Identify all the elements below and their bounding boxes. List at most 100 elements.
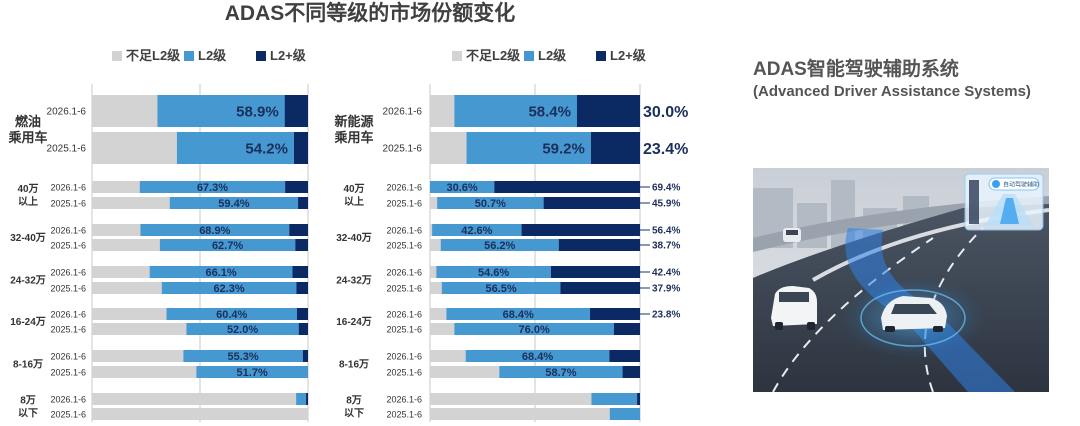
bar-value-label: 59.4%: [218, 198, 249, 210]
legend-label: L2级: [538, 48, 567, 63]
bar-value-label: 54.6%: [478, 267, 509, 279]
bar-segment-l2plus: [543, 197, 640, 209]
category-label: 燃油: [15, 114, 41, 129]
bar-value-label: 62.3%: [213, 283, 244, 295]
bar-segment-l2: [140, 224, 290, 236]
bar-value-label: 60.4%: [216, 309, 247, 321]
category-label: 32-40万: [336, 232, 372, 244]
bar-segment-l2plus: [306, 393, 308, 405]
bar-segment-below-l2: [430, 95, 455, 127]
bar-segment-below-l2: [92, 308, 167, 320]
category-label: 以下: [18, 408, 38, 420]
bar-segment-below-l2: [430, 350, 466, 362]
bar-segment-l2: [183, 350, 303, 362]
period-label: 2026.1-6: [386, 183, 422, 193]
category-label: 8-16万: [339, 359, 369, 371]
side-panel-title: ADAS智能驾驶辅助系统: [753, 59, 959, 80]
category-label: 32-40万: [10, 232, 46, 244]
bar-segment-l2plus: [560, 282, 640, 294]
l2plus-value-label: 56.4%: [652, 226, 680, 237]
category-label: 40万: [17, 183, 38, 195]
bar-segment-below-l2: [430, 266, 437, 278]
bar-value-label: 51.7%: [237, 367, 268, 379]
legend-swatch: [524, 51, 534, 61]
period-label: 2025.1-6: [386, 241, 422, 251]
legend-swatch: [184, 51, 194, 61]
category-label: 以下: [344, 408, 364, 420]
side-panel-subtitle: (Advanced Driver Assistance Systems): [753, 83, 1031, 100]
bar-value-label: 30.6%: [447, 182, 478, 194]
bar-value-label: 42.6%: [461, 225, 492, 237]
category-label: 新能源: [334, 114, 373, 129]
bar-segment-l2plus: [296, 282, 308, 294]
bar-segment-l2: [441, 282, 561, 294]
l2plus-value-label: 42.4%: [652, 268, 680, 279]
bar-value-label: 68.4%: [522, 351, 553, 363]
bar-segment-below-l2: [92, 132, 177, 164]
scene-sensor-ring: [860, 289, 966, 347]
bar-segment-below-l2: [430, 197, 438, 209]
bar-segment-below-l2: [92, 408, 308, 420]
period-label: 2025.1-6: [383, 144, 423, 155]
period-label: 2026.1-6: [386, 352, 422, 362]
bar-value-label: 56.5%: [485, 283, 516, 295]
suv-car-icon: [771, 286, 817, 330]
l2plus-value-label: 38.7%: [652, 241, 680, 252]
period-label: 2025.1-6: [386, 199, 422, 209]
bar-value-label: 50.7%: [475, 198, 506, 210]
bar-segment-below-l2: [430, 393, 592, 405]
category-label: 乘用车: [7, 130, 47, 145]
bar-segment-below-l2: [92, 239, 160, 251]
category-label: 乘用车: [333, 130, 373, 145]
bar-segment-below-l2: [92, 181, 140, 193]
period-label: 2026.1-6: [50, 310, 86, 320]
bar-segment-l2: [159, 239, 296, 251]
bar-segment-below-l2: [92, 323, 187, 335]
bar-segment-l2: [296, 393, 307, 405]
bar-segment-below-l2: [430, 282, 442, 294]
bar-segment-l2plus: [590, 308, 640, 320]
bar-segment-l2: [149, 266, 293, 278]
bar-value-label: 59.2%: [542, 140, 585, 157]
hud-panel: 自动驾驶辅助: [964, 173, 1044, 231]
period-label: 2025.1-6: [386, 284, 422, 294]
period-label: 2026.1-6: [50, 395, 86, 405]
bar-segment-l2plus: [577, 95, 640, 127]
bar-segment-l2plus: [494, 181, 640, 193]
category-label: 8万: [346, 395, 362, 407]
bar-value-label: 68.4%: [503, 309, 534, 321]
bar-value-label: 55.3%: [227, 351, 258, 363]
bar-segment-l2plus: [295, 239, 308, 251]
bar-segment-l2: [454, 323, 614, 335]
bar-segment-l2plus: [285, 181, 308, 193]
period-label: 2026.1-6: [50, 268, 86, 278]
period-label: 2026.1-6: [386, 226, 422, 236]
period-label: 2025.1-6: [50, 325, 86, 335]
bar-segment-l2: [466, 132, 591, 164]
bar-segment-l2: [609, 408, 640, 420]
period-label: 2026.1-6: [386, 310, 422, 320]
period-label: 2025.1-6: [50, 410, 86, 420]
legend-swatch: [112, 51, 122, 61]
bar-value-label: 58.9%: [236, 103, 279, 120]
l2plus-value-label: 23.8%: [652, 310, 680, 321]
period-label: 2026.1-6: [383, 107, 423, 118]
bar-segment-below-l2: [92, 350, 184, 362]
bar-segment-l2: [157, 95, 285, 127]
ego-car-icon: [881, 296, 947, 332]
category-label: 8万: [20, 395, 36, 407]
bar-segment-l2plus: [298, 197, 308, 209]
period-label: 2026.1-6: [386, 395, 422, 405]
bar-segment-below-l2: [92, 366, 197, 378]
scene-lane-line: [923, 227, 984, 392]
category-label: 24-32万: [10, 275, 46, 287]
bar-segment-l2plus: [298, 323, 308, 335]
l2plus-value-label: 30.0%: [643, 104, 688, 121]
bar-segment-l2: [437, 197, 544, 209]
l2plus-value-label: 37.9%: [652, 284, 680, 295]
scene-lane-line: [772, 237, 934, 392]
period-label: 2026.1-6: [50, 352, 86, 362]
bar-value-label: 62.7%: [212, 240, 243, 252]
main-title: ADAS不同等级的市场份额变化: [224, 2, 516, 25]
bar-segment-l2plus: [637, 393, 640, 405]
